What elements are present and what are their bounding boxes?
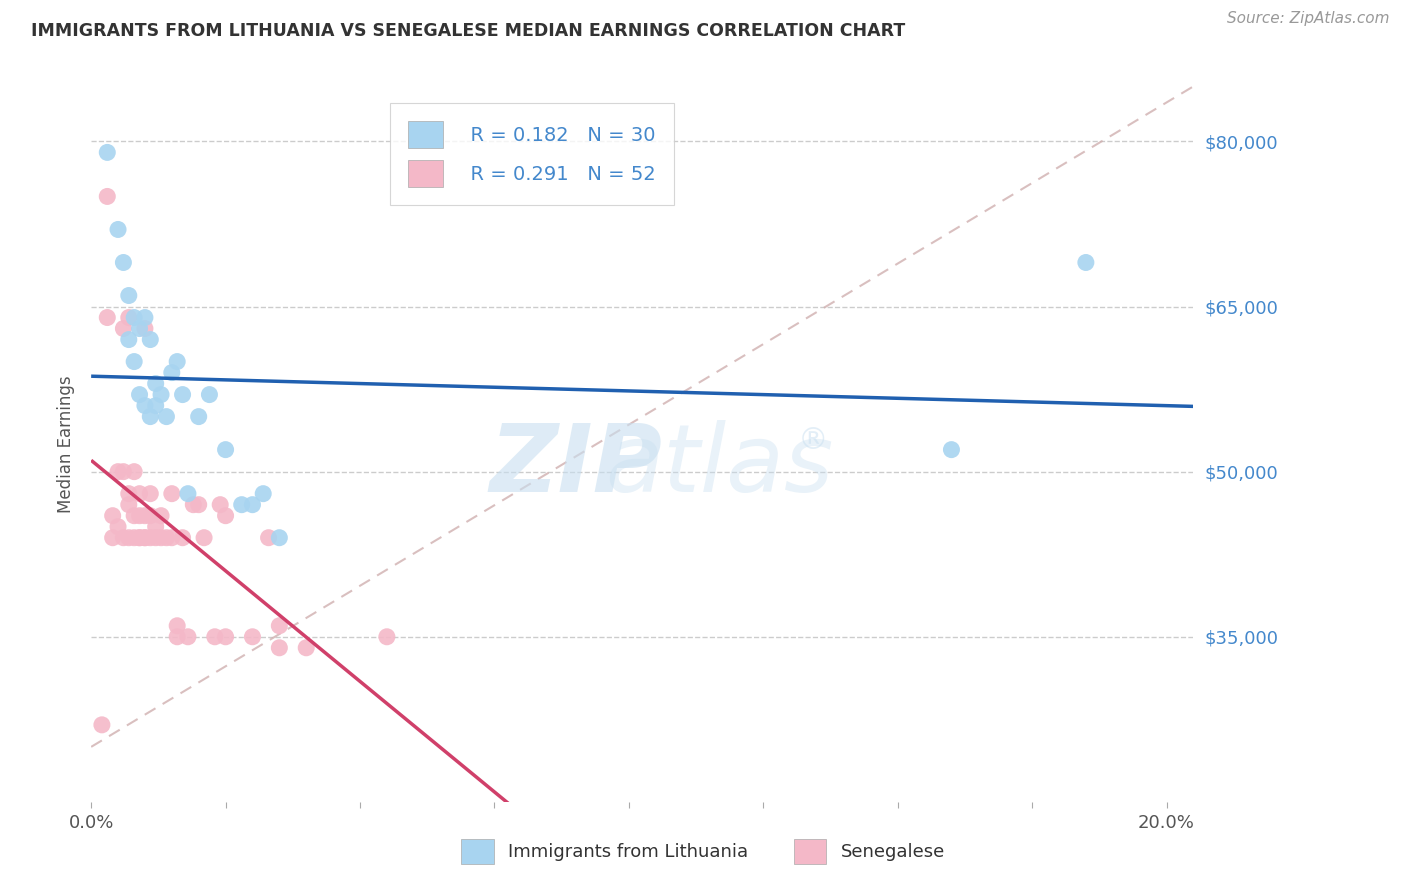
Point bbox=[134, 531, 156, 545]
Point bbox=[145, 376, 167, 391]
Point bbox=[118, 288, 141, 302]
Point bbox=[139, 531, 162, 545]
Point bbox=[941, 442, 963, 457]
Point bbox=[269, 531, 291, 545]
Point bbox=[150, 508, 173, 523]
Point bbox=[112, 321, 135, 335]
Point bbox=[112, 531, 135, 545]
Point bbox=[177, 630, 200, 644]
Point bbox=[187, 498, 209, 512]
Point bbox=[139, 486, 162, 500]
Point bbox=[160, 366, 183, 380]
Point bbox=[122, 354, 145, 368]
Point bbox=[177, 486, 200, 500]
Point bbox=[214, 442, 236, 457]
Point bbox=[128, 531, 150, 545]
Y-axis label: Median Earnings: Median Earnings bbox=[58, 376, 75, 513]
Point bbox=[257, 531, 280, 545]
Point bbox=[118, 486, 141, 500]
Point bbox=[122, 465, 145, 479]
Point bbox=[269, 640, 291, 655]
Point bbox=[198, 387, 221, 401]
Point bbox=[96, 189, 118, 203]
Point bbox=[118, 310, 141, 325]
Point bbox=[214, 508, 236, 523]
Point bbox=[166, 630, 188, 644]
Legend: Immigrants from Lithuania, Senegalese: Immigrants from Lithuania, Senegalese bbox=[447, 824, 959, 879]
Point bbox=[160, 531, 183, 545]
Point bbox=[128, 321, 150, 335]
Point bbox=[242, 630, 264, 644]
Point bbox=[122, 310, 145, 325]
Point bbox=[112, 465, 135, 479]
Text: ZIP: ZIP bbox=[489, 419, 662, 512]
Point bbox=[134, 531, 156, 545]
Point bbox=[112, 255, 135, 269]
Point bbox=[90, 718, 112, 732]
Point bbox=[155, 409, 177, 424]
Point bbox=[269, 619, 291, 633]
Point bbox=[139, 333, 162, 347]
Point bbox=[231, 498, 253, 512]
Text: Source: ZipAtlas.com: Source: ZipAtlas.com bbox=[1226, 11, 1389, 26]
Point bbox=[122, 508, 145, 523]
Point bbox=[139, 508, 162, 523]
Point bbox=[187, 409, 209, 424]
Point bbox=[242, 498, 264, 512]
Point bbox=[128, 531, 150, 545]
Point bbox=[139, 409, 162, 424]
Point bbox=[172, 531, 194, 545]
Point bbox=[107, 465, 129, 479]
Point bbox=[295, 640, 318, 655]
Point bbox=[118, 333, 141, 347]
Point bbox=[96, 310, 118, 325]
Point bbox=[252, 486, 274, 500]
Point bbox=[134, 399, 156, 413]
Point bbox=[145, 531, 167, 545]
Point bbox=[145, 519, 167, 533]
Point bbox=[181, 498, 204, 512]
Text: atlas: atlas bbox=[606, 420, 834, 511]
Point bbox=[107, 519, 129, 533]
Point bbox=[107, 222, 129, 236]
Point bbox=[134, 508, 156, 523]
Point bbox=[160, 486, 183, 500]
Legend:   R = 0.182   N = 30,   R = 0.291   N = 52: R = 0.182 N = 30, R = 0.291 N = 52 bbox=[391, 103, 673, 205]
Point bbox=[96, 145, 118, 160]
Point bbox=[155, 531, 177, 545]
Point bbox=[128, 486, 150, 500]
Point bbox=[193, 531, 215, 545]
Point bbox=[122, 531, 145, 545]
Text: ®: ® bbox=[797, 426, 828, 455]
Point bbox=[166, 619, 188, 633]
Point bbox=[375, 630, 398, 644]
Text: IMMIGRANTS FROM LITHUANIA VS SENEGALESE MEDIAN EARNINGS CORRELATION CHART: IMMIGRANTS FROM LITHUANIA VS SENEGALESE … bbox=[31, 22, 905, 40]
Point bbox=[209, 498, 232, 512]
Point bbox=[204, 630, 226, 644]
Point bbox=[128, 508, 150, 523]
Point bbox=[150, 531, 173, 545]
Point bbox=[214, 630, 236, 644]
Point bbox=[150, 387, 173, 401]
Point bbox=[128, 387, 150, 401]
Point bbox=[134, 321, 156, 335]
Point bbox=[1074, 255, 1097, 269]
Point bbox=[172, 387, 194, 401]
Point bbox=[145, 399, 167, 413]
Point bbox=[101, 531, 124, 545]
Point bbox=[101, 508, 124, 523]
Point bbox=[118, 498, 141, 512]
Point bbox=[134, 310, 156, 325]
Point bbox=[166, 354, 188, 368]
Point bbox=[118, 531, 141, 545]
